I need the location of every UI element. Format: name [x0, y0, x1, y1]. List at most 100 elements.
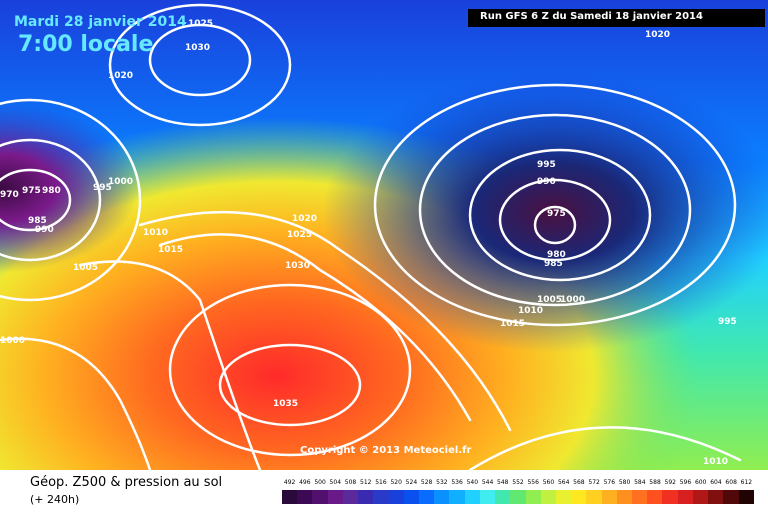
legend-color-swatch	[555, 490, 572, 504]
isobar-label: 1000	[108, 177, 133, 187]
isobar-label: 990	[35, 225, 54, 235]
isobar-label: 1015	[500, 319, 525, 329]
isobar-label: 1005	[73, 263, 98, 273]
isobar-label: 1020	[292, 214, 317, 224]
legend-color-swatch	[495, 490, 511, 504]
legend-tick-label: 572	[588, 479, 600, 486]
isobar-label: 990	[537, 177, 556, 187]
legend-tick-label: 544	[481, 479, 494, 486]
isobar-label: 995	[93, 183, 112, 193]
legend-tick-label: 608	[725, 479, 737, 486]
isobar-label: 975	[22, 186, 41, 196]
isobar-label: 1010	[518, 306, 543, 316]
legend-tick-label: 508	[344, 479, 357, 486]
legend-color-swatch	[418, 490, 435, 504]
isobar-label: 970	[0, 190, 19, 200]
isobar-label: 1010	[143, 228, 168, 238]
isobar-label: 1030	[285, 261, 310, 271]
legend-color-swatch	[616, 490, 633, 504]
isobar-label: 1030	[185, 43, 210, 53]
legend-tick-label: 576	[603, 479, 616, 486]
legend-tick-label: 524	[405, 479, 418, 486]
legend-tick-label: 512	[360, 479, 372, 486]
forecast-date: Mardi 28 janvier 2014	[14, 14, 187, 30]
legend-color-swatch	[662, 490, 678, 504]
isobar-label: 975	[547, 209, 566, 219]
legend-color-swatch	[692, 490, 709, 504]
legend-tick-label: 588	[649, 479, 661, 486]
legend-color-swatch	[601, 490, 617, 504]
legend-tick-label: 612	[740, 479, 753, 486]
isobar-label: 1005	[537, 295, 562, 305]
legend-tick-label: 532	[436, 479, 448, 486]
legend-tick-label: 564	[557, 479, 570, 486]
isobar-label: 1025	[188, 19, 213, 29]
forecast-hour: (+ 240h)	[30, 493, 80, 506]
legend-tick-label: 536	[451, 479, 463, 486]
legend-color-swatch	[571, 490, 587, 504]
legend-tick-label: 496	[299, 479, 311, 486]
legend-tick-label: 600	[694, 479, 707, 486]
isobar-label: 995	[537, 160, 556, 170]
isobar-label: 1000	[0, 336, 25, 346]
run-info: Run GFS 6 Z du Samedi 18 janvier 2014	[480, 11, 703, 22]
legend-tick-label: 520	[390, 479, 402, 486]
legend-tick-label: 492	[283, 479, 296, 486]
legend-color-swatch	[312, 490, 328, 504]
legend-tick-label: 556	[527, 479, 539, 486]
legend-tick-label: 552	[512, 479, 524, 486]
isobar-label: 980	[42, 186, 61, 196]
isobar-label: 1025	[287, 230, 312, 240]
isobar-label: 985	[28, 216, 47, 226]
legend-color-swatch	[632, 490, 648, 504]
forecast-time: 7:00 locale	[18, 32, 154, 57]
isobar-label: 1010	[703, 457, 728, 467]
map-low-west-field	[0, 0, 768, 470]
color-legend	[282, 490, 754, 504]
legend-tick-label: 500	[314, 479, 326, 486]
legend-tick-label: 604	[710, 479, 722, 486]
product-title: Géop. Z500 & pression au sol	[30, 475, 223, 490]
legend-color-swatch	[479, 490, 496, 504]
isobar-label: 985	[544, 259, 563, 269]
legend-color-swatch	[373, 490, 389, 504]
legend-color-swatch	[297, 490, 313, 504]
isobar-label: 1035	[273, 399, 298, 409]
legend-tick-label: 528	[420, 479, 433, 486]
legend-tick-label: 560	[542, 479, 555, 486]
legend-color-swatch	[677, 490, 693, 504]
legend-color-swatch	[342, 490, 359, 504]
legend-ticks: 492 496 500 504 508 512 516 520 524 528 532 536 540 5…	[282, 479, 754, 489]
run-banner	[468, 9, 765, 27]
legend-tick-label: 540	[466, 479, 479, 486]
isobar-label: 1020	[108, 71, 133, 81]
legend-tick-label: 592	[664, 479, 676, 486]
copyright-notice: Copyright © 2013 Meteociel.fr	[300, 445, 472, 456]
legend-color-swatch	[738, 490, 754, 504]
isobar-label: 980	[547, 250, 566, 260]
legend-color-swatch	[327, 490, 343, 504]
isobar-labels: 1025 1030 1020 970 975 980 995 1000 985 …	[0, 19, 737, 467]
legend-tick-label: 548	[497, 479, 509, 486]
isobar-label: 1020	[645, 30, 670, 40]
isobar-label: 995	[718, 317, 737, 327]
legend-color-swatch	[282, 490, 298, 504]
legend-color-swatch	[434, 490, 450, 504]
legend-color-swatch	[723, 490, 739, 504]
legend-tick-label: 580	[618, 479, 631, 486]
isobars	[0, 3, 742, 470]
legend-tick-label: 516	[375, 479, 387, 486]
legend-color-swatch	[510, 490, 526, 504]
legend-color-swatch	[708, 490, 724, 504]
legend-color-swatch	[647, 490, 663, 504]
legend-color-swatch	[586, 490, 602, 504]
legend-color-swatch	[449, 490, 465, 504]
legend-color-swatch	[525, 490, 541, 504]
legend-color-swatch	[540, 490, 556, 504]
legend-tick-label: 568	[573, 479, 585, 486]
legend-color-swatch	[403, 490, 419, 504]
legend-tick-label: 596	[679, 479, 692, 486]
legend-color-swatch	[388, 490, 404, 504]
legend-color-swatch	[464, 490, 480, 504]
legend-color-swatch	[358, 490, 374, 504]
